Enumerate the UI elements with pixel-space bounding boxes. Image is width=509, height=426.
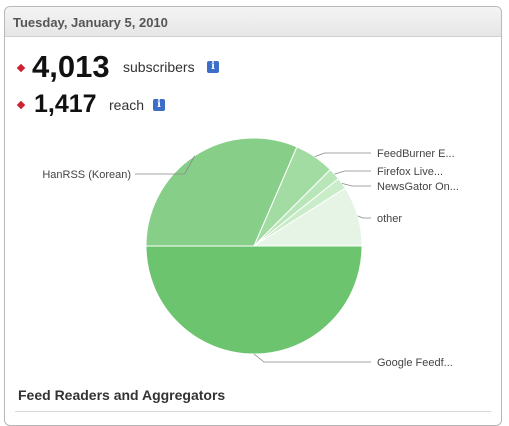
leader-line-hanrss-korean <box>135 155 196 175</box>
section-divider <box>15 411 491 412</box>
pie-label-google-feedf: Google Feedf... <box>377 357 453 369</box>
subscribers-bullet-icon <box>16 63 26 73</box>
pie-label-other: other <box>377 213 402 225</box>
pie-slice-google-feedf[interactable] <box>145 245 363 355</box>
leader-line-firefox-live <box>334 170 371 175</box>
subscribers-count: 4,013 <box>32 49 110 84</box>
reach-info-icon[interactable]: i <box>153 99 165 111</box>
date-title: Tuesday, January 5, 2010 <box>13 15 168 30</box>
stats-panel: Tuesday, January 5, 2010 4,013 subscribe… <box>4 6 502 426</box>
reach-bullet-icon <box>16 100 26 110</box>
panel-header: Tuesday, January 5, 2010 <box>5 7 501 37</box>
section-title: Feed Readers and Aggregators <box>18 387 226 403</box>
pie-label-firefox-live: Firefox Live... <box>377 166 443 178</box>
leader-line-google-feedf <box>253 353 371 363</box>
leader-line-newsgator-on <box>341 182 371 187</box>
feed-reader-pie-chart: Google Feedf... HanRSS (Korean) FeedBurner… <box>42 137 459 369</box>
subscribers-label: subscribers <box>123 59 195 75</box>
pie-label-feedburner-e: FeedBurner E... <box>377 148 455 160</box>
pie-label-newsgator-on: NewsGator On... <box>377 181 459 193</box>
pie-slice-other[interactable] <box>252 187 363 247</box>
pie-label-hanrss-korean: HanRSS (Korean) <box>42 169 131 181</box>
reach-label: reach <box>109 97 145 113</box>
leader-line-other <box>357 215 371 219</box>
reach-count: 1,417 <box>34 90 97 118</box>
subscribers-info-icon[interactable]: i <box>207 61 219 73</box>
leader-line-feedburner-e <box>314 152 371 158</box>
